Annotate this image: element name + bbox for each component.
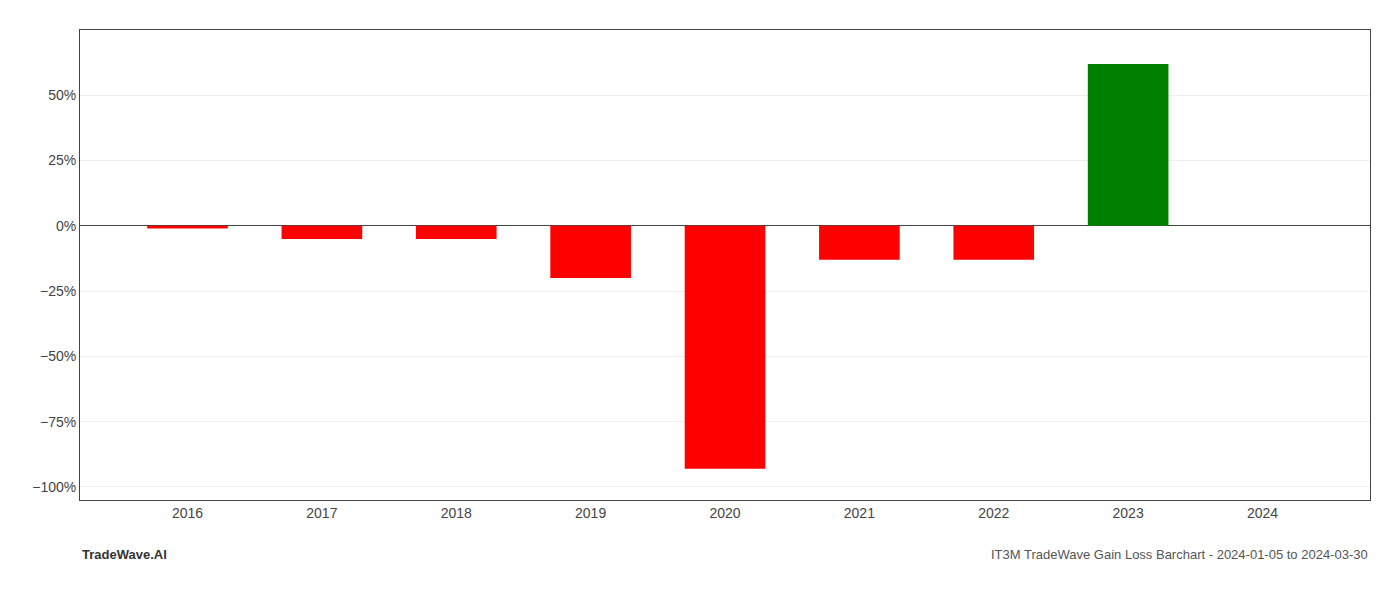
svg-text:IT3M TradeWave Gain Loss Barch: IT3M TradeWave Gain Loss Barchart - 2024… (991, 547, 1368, 562)
svg-text:2019: 2019 (575, 505, 606, 521)
svg-text:2022: 2022 (978, 505, 1009, 521)
svg-text:25%: 25% (48, 152, 76, 168)
svg-text:−100%: −100% (32, 479, 76, 495)
svg-text:2020: 2020 (709, 505, 740, 521)
svg-text:2017: 2017 (306, 505, 337, 521)
svg-text:2024: 2024 (1247, 505, 1278, 521)
svg-text:−50%: −50% (40, 348, 76, 364)
svg-text:TradeWave.AI: TradeWave.AI (82, 547, 167, 562)
svg-text:2023: 2023 (1113, 505, 1144, 521)
svg-text:50%: 50% (48, 87, 76, 103)
svg-text:2021: 2021 (844, 505, 875, 521)
svg-text:−75%: −75% (40, 414, 76, 430)
svg-text:0%: 0% (56, 218, 76, 234)
svg-text:−25%: −25% (40, 283, 76, 299)
svg-text:2018: 2018 (441, 505, 472, 521)
svg-text:2016: 2016 (172, 505, 203, 521)
